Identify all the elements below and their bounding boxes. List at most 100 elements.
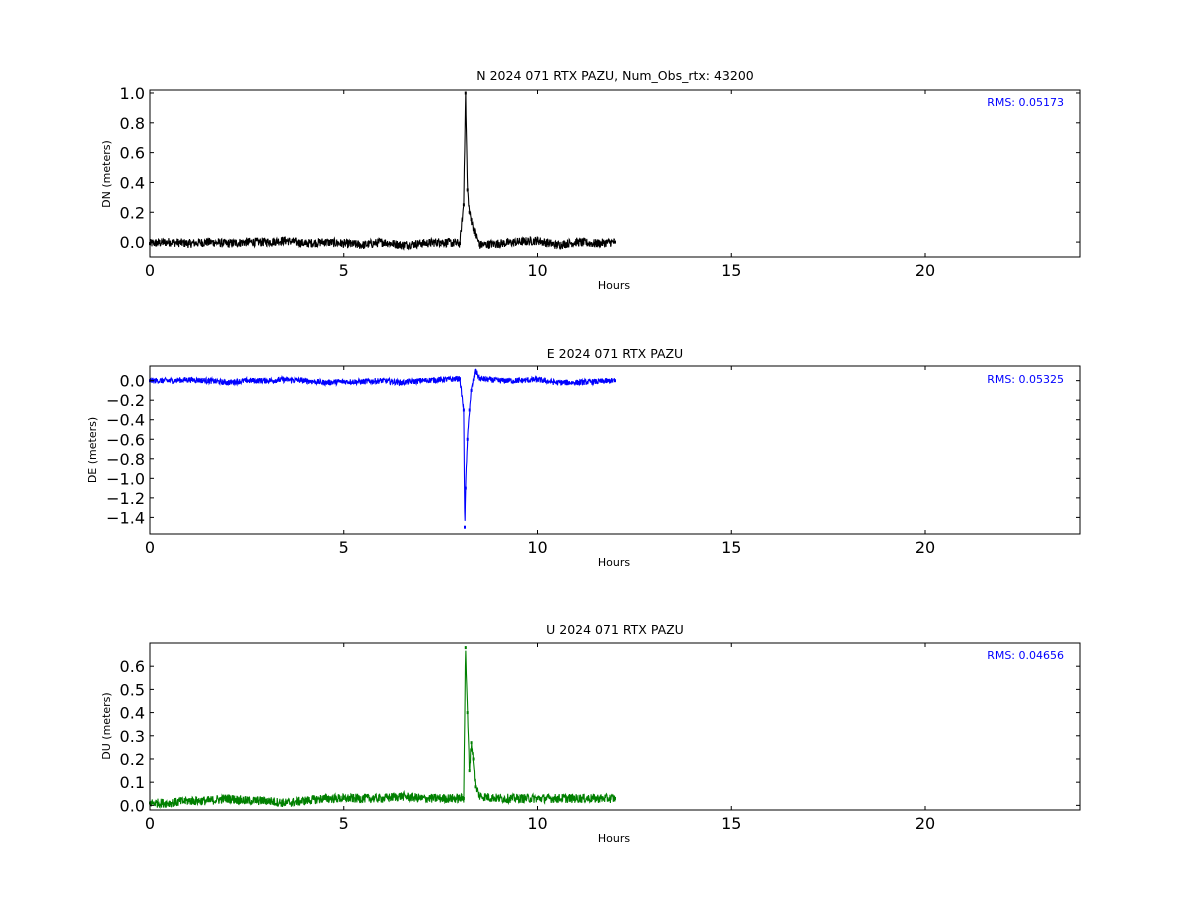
panel-e-data-point [459, 377, 461, 381]
panel-u-data-point [474, 785, 477, 789]
panel-u-data-point [323, 796, 326, 800]
panel-n-data-point [517, 240, 520, 244]
panel-e-data-point [400, 381, 403, 385]
panel-e-data-point [614, 379, 616, 383]
panel-n-data-point [304, 242, 306, 246]
panel-e-xtick-label: 15 [721, 538, 741, 557]
panel-e-data-point [497, 379, 500, 383]
panel-e-axes-frame [149, 365, 1081, 535]
panel-n-data-point [168, 240, 171, 244]
panel-n-data-point [342, 242, 345, 246]
panel-n-data-point [400, 243, 403, 247]
panel-n-data-point [497, 242, 500, 246]
panel-e-ytick-label: −0.6 [106, 430, 145, 449]
panel-e-data-point [517, 379, 520, 383]
panel-n-xlabel: Hours [598, 279, 630, 292]
panel-n-data-point [207, 240, 210, 244]
panel-u-data-point [187, 799, 190, 803]
panel-e-rms-label: RMS: 0.05325 [987, 373, 1064, 386]
panel-e-data-point [168, 379, 171, 383]
panel-e-data-point [362, 380, 365, 384]
panel-e-data-point [470, 388, 473, 392]
panel-n-xtick-label: 15 [721, 261, 741, 280]
panel-e: E 2024 071 RTX PAZU DE (meters) Hours RM… [86, 346, 1081, 569]
panel-n-data-point [464, 91, 467, 95]
panel-u-data-point [464, 646, 467, 650]
panel-u-data-point [226, 796, 229, 800]
panel-u-xlabel: Hours [598, 832, 630, 845]
panel-u-data-point [517, 796, 520, 800]
panel-n-xtick-label: 10 [527, 261, 547, 280]
panel-u-data-point [207, 799, 210, 803]
panel-n-ytick-label: 0.0 [120, 233, 145, 252]
panel-u-data-point [381, 796, 384, 800]
panel-n-axes-frame [149, 89, 1081, 258]
panel-u-data-point [168, 801, 171, 805]
panel-e-data-point [468, 408, 471, 412]
panel-n-title: N 2024 071 RTX PAZU, Num_Obs_rtx: 43200 [476, 68, 754, 83]
panel-e-ylabel: DE (meters) [86, 417, 99, 483]
panel-e-data-point [555, 381, 558, 385]
panel-n-ytick-label: 0.2 [120, 203, 145, 222]
panel-n-data-point [478, 243, 481, 247]
panel-e-data-point [466, 437, 469, 441]
panel-e-data-point [207, 379, 210, 383]
panel-n-ytick-label: 0.6 [120, 144, 145, 163]
panel-e-data-point [420, 379, 423, 383]
panel-n-data-point [470, 218, 473, 222]
panel-n-data-point [362, 243, 365, 247]
panel-e-data-point [265, 379, 268, 383]
panel-e-xtick-label: 5 [339, 538, 349, 557]
panel-n-data-point [459, 242, 461, 246]
panel-u-title: U 2024 071 RTX PAZU [546, 622, 684, 637]
panel-u-data-point [594, 796, 597, 800]
panel-n-data-point [555, 243, 558, 247]
panel-u-data-point [265, 799, 268, 803]
panel-u-data-point [400, 794, 403, 798]
panel-u-data-point [284, 801, 287, 805]
panel-u: U 2024 071 RTX PAZU DU (meters) Hours RM… [100, 622, 1081, 845]
panel-u-data-point [466, 711, 469, 715]
panel-e-data-point [323, 381, 326, 385]
panel-e-data-point [575, 381, 578, 385]
panel-e-data-point [381, 379, 384, 383]
panel-u-xtick-label: 20 [915, 814, 935, 833]
panel-n-data-point [466, 188, 469, 192]
panel-u-xtick-label: 15 [721, 814, 741, 833]
panel-u-data-point [462, 796, 465, 800]
panel-u-ytick-label: 0.4 [120, 704, 145, 723]
panel-u-data-point [304, 799, 306, 803]
panel-n-xtick-label: 5 [339, 261, 349, 280]
panel-u-data-point [459, 796, 461, 800]
panel-u-data-point [555, 796, 558, 800]
panel-u-ytick-label: 0.5 [120, 680, 145, 699]
panel-u-data-point [362, 796, 365, 800]
panel-e-data-point [284, 378, 287, 382]
panel-u-ytick-label: 0.3 [120, 727, 145, 746]
panel-e-data-point [439, 378, 442, 382]
panel-e-xtick-label: 10 [527, 538, 547, 557]
panel-e-data-point [342, 380, 345, 384]
panel-e-data-point [226, 381, 229, 385]
panel-u-ytick-label: 0.0 [120, 796, 145, 815]
panel-n-data-point [468, 210, 471, 214]
panel-e-data-point [464, 486, 467, 490]
panel-n-ytick-label: 0.4 [120, 173, 145, 192]
panel-u-ytick-label: 0.6 [120, 657, 145, 676]
panel-e-ytick-label: −1.4 [106, 508, 145, 527]
panel-e-xlabel: Hours [598, 556, 630, 569]
panel-u-data-point [439, 796, 442, 800]
panel-n-xtick-label: 0 [145, 261, 155, 280]
panel-u-ytick-label: 0.2 [120, 750, 145, 769]
panel-e-data-point [462, 408, 465, 412]
panel-u-ytick-label: 0.1 [120, 773, 145, 792]
panel-e-xtick-label: 0 [145, 538, 155, 557]
panel-e-ytick-label: 0.0 [120, 372, 145, 391]
panel-e-ytick-label: −0.8 [106, 450, 145, 469]
panel-n-data-point [420, 242, 423, 246]
panel-u-axes-frame [149, 642, 1081, 811]
panel-n-rms-label: RMS: 0.05173 [987, 96, 1064, 109]
panel-u-data-point [478, 794, 481, 798]
panel-e-ytick-label: −0.2 [106, 391, 145, 410]
panel-n-data-point [187, 242, 190, 246]
